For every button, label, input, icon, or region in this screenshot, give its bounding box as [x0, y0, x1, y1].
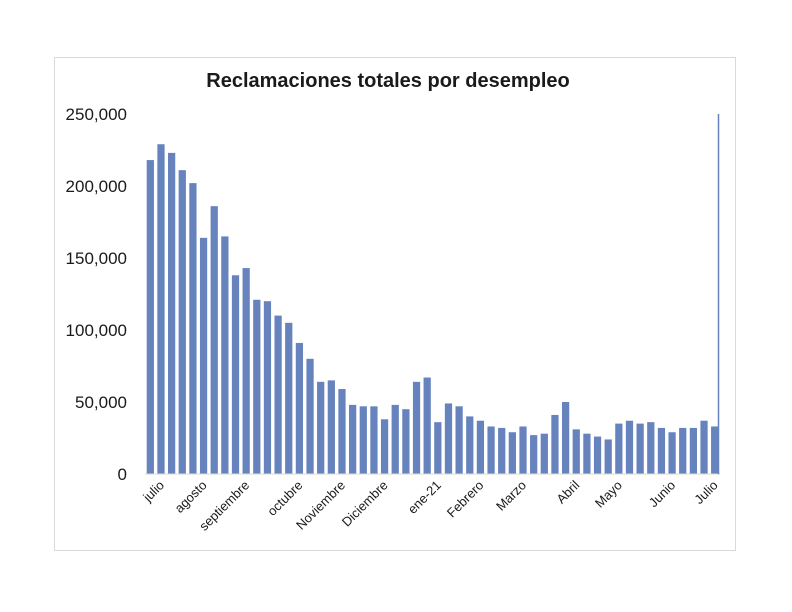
- bar: [338, 389, 346, 474]
- x-tick-label: Junio: [646, 478, 679, 511]
- bar: [402, 409, 410, 474]
- bar: [444, 403, 453, 474]
- bar: [711, 426, 719, 474]
- bar: [157, 144, 165, 475]
- x-tick-label: Marzo: [493, 478, 529, 514]
- bar: [508, 432, 516, 474]
- bar: [263, 301, 272, 474]
- bar: [530, 435, 538, 474]
- bar: [231, 275, 240, 474]
- bar: [700, 420, 708, 474]
- bar: [274, 315, 282, 474]
- bar: [498, 427, 506, 474]
- bar: [540, 433, 548, 474]
- bar: [349, 404, 357, 474]
- bar: [242, 268, 250, 474]
- y-tick-label: 200,000: [66, 177, 127, 196]
- bar: [476, 420, 485, 474]
- bar: [551, 414, 559, 474]
- y-tick-label: 50,000: [75, 393, 127, 412]
- bar: [199, 237, 208, 474]
- bar: [210, 206, 218, 474]
- y-tick-label: 150,000: [66, 249, 127, 268]
- bar: [146, 160, 154, 474]
- bar: [679, 427, 687, 474]
- bar: [636, 423, 644, 474]
- bar: [295, 342, 304, 474]
- bar: [561, 402, 570, 474]
- bar: [370, 406, 378, 474]
- bar: [689, 427, 697, 474]
- bar: [583, 433, 591, 474]
- bar: [317, 381, 325, 474]
- bar: [221, 236, 229, 474]
- bar: [412, 381, 421, 474]
- x-tick-label: agosto: [171, 478, 209, 516]
- bar: [434, 422, 442, 474]
- bar: [604, 439, 612, 474]
- bar: [380, 419, 389, 474]
- bar: [189, 183, 197, 474]
- bar: [466, 416, 474, 474]
- bar: [168, 152, 176, 474]
- x-tick-label: ene-21: [405, 478, 444, 517]
- bar: [615, 423, 623, 474]
- x-tick-label: Febrero: [444, 478, 487, 521]
- x-tick-label: Julio: [691, 478, 721, 508]
- bar: [593, 436, 602, 474]
- y-tick-label: 250,000: [66, 105, 127, 124]
- x-tick-label: octubre: [264, 478, 305, 519]
- bar: [327, 380, 335, 474]
- bar: [423, 377, 431, 474]
- bar: [572, 429, 580, 474]
- bar: [253, 299, 261, 474]
- x-tick-label: Abril: [553, 477, 582, 506]
- bar: [455, 406, 463, 474]
- bar: [285, 322, 293, 474]
- x-tick-label: Mayo: [592, 478, 625, 511]
- bar: [625, 420, 634, 474]
- bar: [647, 422, 655, 474]
- chart-title: Reclamaciones totales por desempleo: [206, 70, 570, 92]
- x-tick-label: Diciembre: [339, 478, 391, 530]
- bar: [487, 426, 495, 474]
- bar: [668, 432, 676, 474]
- bar: [178, 170, 186, 474]
- bar: [519, 426, 527, 474]
- y-tick-label: 0: [118, 465, 127, 484]
- bar: [306, 358, 314, 474]
- bar: [657, 427, 666, 474]
- y-tick-label: 100,000: [66, 321, 127, 340]
- bar: [359, 406, 367, 474]
- x-tick-label: julio: [139, 478, 167, 506]
- bar: [391, 404, 399, 474]
